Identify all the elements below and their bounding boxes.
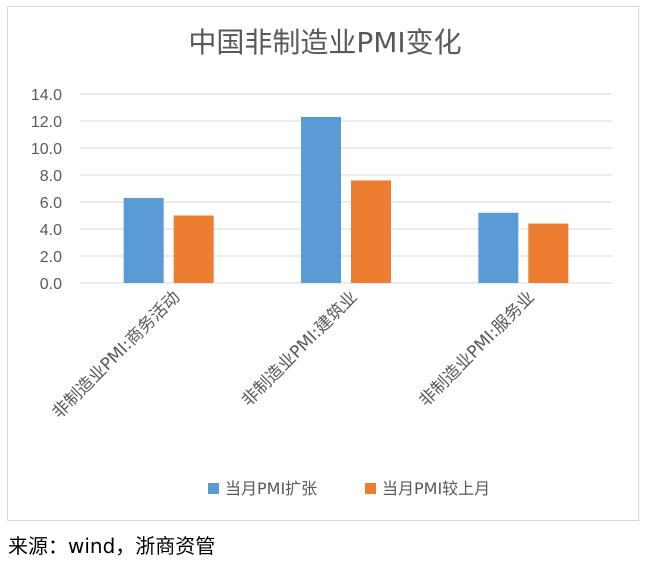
y-tick-label: 8.0 bbox=[40, 168, 62, 185]
source-note: 来源：wind，浙商资管 bbox=[8, 534, 216, 558]
bar-expansion-0 bbox=[123, 197, 164, 283]
bar-expansion-1 bbox=[301, 116, 341, 283]
bar-expansion-2 bbox=[478, 212, 519, 283]
bar-mom-2 bbox=[528, 223, 569, 283]
chart-title: 中国非制造业PMI变化 bbox=[188, 26, 461, 59]
y-tick-label: 2.0 bbox=[40, 249, 62, 266]
y-tick-label: 14.0 bbox=[31, 87, 62, 104]
legend-label: 当月PMI扩张 bbox=[225, 479, 317, 498]
x-category-label: 非制造业PMI:建筑业 bbox=[238, 287, 362, 411]
legend-swatch-1 bbox=[365, 483, 376, 494]
y-tick-label: 10.0 bbox=[31, 141, 62, 158]
legend-swatch-0 bbox=[208, 483, 219, 494]
bar-mom-1 bbox=[351, 180, 391, 283]
bar-chart: 中国非制造业PMI变化 0.0 2.0 4.0 6.0 8.0 10.0 12.0 14.0 非制… bbox=[31, 26, 612, 498]
x-category-label: 非制造业PMI:服务业 bbox=[415, 287, 539, 411]
y-tick-label: 6.0 bbox=[40, 195, 62, 212]
y-tick-label: 0.0 bbox=[40, 276, 62, 293]
bar-mom-0 bbox=[173, 215, 214, 283]
y-tick-label: 12.0 bbox=[31, 114, 62, 131]
y-tick-label: 4.0 bbox=[40, 222, 62, 239]
x-category-label: 非制造业PMI:商务活动 bbox=[49, 287, 185, 423]
legend-label: 当月PMI较上月 bbox=[382, 479, 490, 498]
